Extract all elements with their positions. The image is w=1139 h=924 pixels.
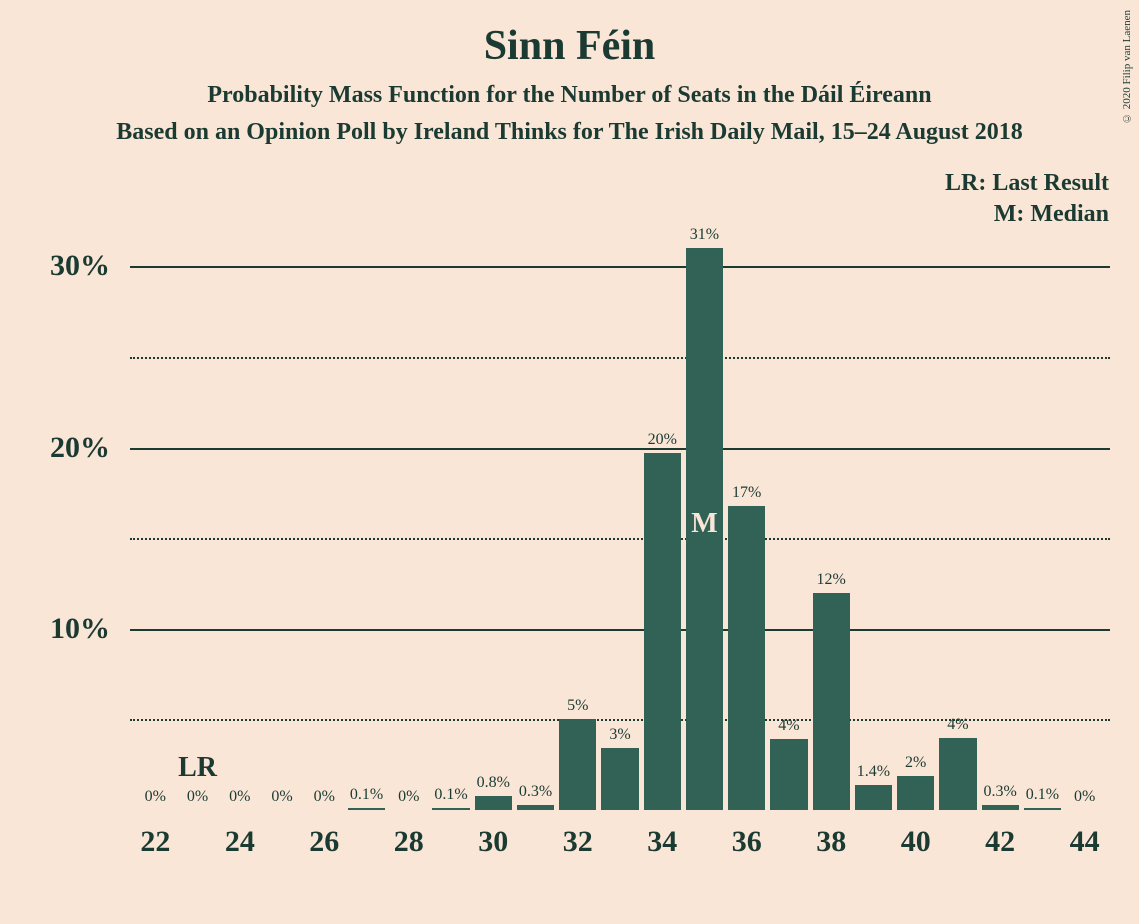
- y-axis-tick-label: 10%: [0, 612, 110, 646]
- x-axis-tick-label: 42: [985, 825, 1015, 859]
- gridline-major: [130, 629, 1110, 631]
- bar-value-label: 0%: [1074, 788, 1095, 806]
- bar-value-label: 17%: [732, 484, 761, 502]
- bar-value-label: 0.1%: [350, 786, 383, 804]
- x-axis-tick-label: 34: [647, 825, 677, 859]
- bar-value-label: 31%: [690, 226, 719, 244]
- bar: [1024, 808, 1061, 810]
- bar: [644, 453, 681, 810]
- bar-value-label: 0%: [398, 788, 419, 806]
- bar: [939, 738, 976, 811]
- chart-source: Based on an Opinion Poll by Ireland Thin…: [0, 119, 1139, 146]
- bar: [855, 785, 892, 810]
- bar-value-label: 0%: [229, 788, 250, 806]
- x-axis-tick-label: 26: [309, 825, 339, 859]
- bar: [475, 796, 512, 811]
- legend-m: M: Median: [945, 201, 1109, 228]
- bar-value-label: 0%: [145, 788, 166, 806]
- bar-value-label: 4%: [778, 717, 799, 735]
- gridline-major: [130, 266, 1110, 268]
- bar-value-label: 2%: [905, 754, 926, 772]
- bar: [770, 739, 807, 810]
- x-axis-tick-label: 28: [394, 825, 424, 859]
- bar: [601, 748, 638, 810]
- last-result-marker: LR: [178, 752, 217, 784]
- bar-value-label: 0%: [314, 788, 335, 806]
- bar-value-label: 12%: [817, 571, 846, 589]
- bar: [559, 719, 596, 810]
- bar: [982, 805, 1019, 810]
- bar-value-label: 0.3%: [984, 783, 1017, 801]
- chart-subtitle: Probability Mass Function for the Number…: [0, 82, 1139, 109]
- x-axis-tick-label: 24: [225, 825, 255, 859]
- gridline-minor: [130, 538, 1110, 540]
- gridline-minor: [130, 357, 1110, 359]
- x-axis-tick-label: 38: [816, 825, 846, 859]
- bar-value-label: 0.3%: [519, 783, 552, 801]
- bar-value-label: 0.1%: [1026, 786, 1059, 804]
- bar: [813, 593, 850, 811]
- chart-legend: LR: Last Result M: Median: [945, 170, 1109, 232]
- median-marker: M: [691, 508, 717, 540]
- chart-credit: © 2020 Filip van Laenen: [1121, 10, 1133, 124]
- bar: [517, 805, 554, 810]
- x-axis-tick-label: 30: [478, 825, 508, 859]
- gridline-major: [130, 448, 1110, 450]
- bar-value-label: 4%: [947, 716, 968, 734]
- bar-value-label: 0%: [187, 788, 208, 806]
- y-axis-tick-label: 30%: [0, 249, 110, 283]
- x-axis-tick-label: 44: [1070, 825, 1100, 859]
- bar-value-label: 20%: [648, 431, 677, 449]
- bar-value-label: 1.4%: [857, 763, 890, 781]
- x-axis-tick-label: 36: [732, 825, 762, 859]
- bar-value-label: 0%: [271, 788, 292, 806]
- x-axis-tick-label: 40: [901, 825, 931, 859]
- bar: [432, 808, 469, 810]
- chart-plot-area: 10%20%30%0%0%LR0%0%0%0.1%0%0.1%0.8%0.3%5…: [130, 230, 1110, 810]
- bar-value-label: 3%: [609, 726, 630, 744]
- bar-value-label: 0.1%: [434, 786, 467, 804]
- bar-value-label: 5%: [567, 697, 588, 715]
- y-axis-tick-label: 20%: [0, 431, 110, 465]
- bar-value-label: 0.8%: [477, 774, 510, 792]
- bar: [348, 808, 385, 810]
- chart-title: Sinn Féin: [0, 0, 1139, 70]
- x-axis-tick-label: 22: [140, 825, 170, 859]
- legend-lr: LR: Last Result: [945, 170, 1109, 197]
- bar: [897, 776, 934, 810]
- x-axis-tick-label: 32: [563, 825, 593, 859]
- bar: [728, 506, 765, 811]
